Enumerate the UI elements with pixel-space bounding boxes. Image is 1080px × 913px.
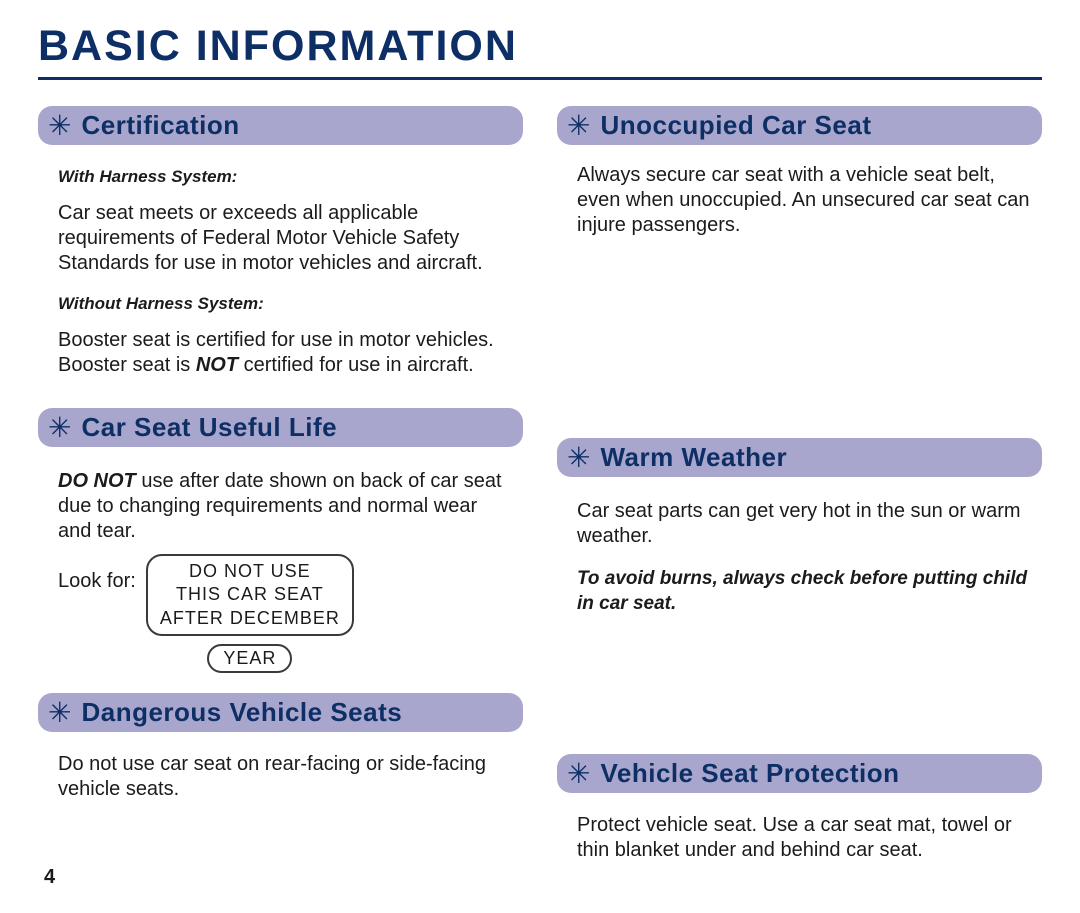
left-column: ✳ Certification With Harness System: Car… [38,106,523,863]
not-emphasis: NOT [196,354,238,376]
page-title: BASIC INFORMATION [38,22,1042,80]
warm-warning: To avoid burns, always check before putt… [557,549,1042,616]
lookfor-label: Look for: [58,554,136,593]
asterisk-icon: ✳ [48,112,71,140]
unoccupied-header: ✳ Unoccupied Car Seat [557,106,1042,145]
right-column: ✳ Unoccupied Car Seat Always secure car … [557,106,1042,863]
donot-emphasis: DO NOT [58,470,136,492]
warm-title: Warm Weather [600,442,787,473]
asterisk-icon: ✳ [48,699,71,727]
asterisk-icon: ✳ [48,414,71,442]
unoccupied-text: Always secure car seat with a vehicle se… [557,145,1042,238]
dangerous-title: Dangerous Vehicle Seats [81,697,402,728]
useful-life-title: Car Seat Useful Life [81,412,337,443]
without-harness-label: Without Harness System: [38,276,523,318]
stamp-line3: AFTER DECEMBER [160,607,340,630]
useful-life-text: DO NOT use after date shown on back of c… [38,447,523,544]
certification-title: Certification [81,110,239,141]
stamp-line2: THIS CAR SEAT [160,583,340,606]
unoccupied-title: Unoccupied Car Seat [600,110,871,141]
useful-life-header: ✳ Car Seat Useful Life [38,408,523,447]
expiry-stamp: DO NOT USE THIS CAR SEAT AFTER DECEMBER [146,554,354,636]
protection-text: Protect vehicle seat. Use a car seat mat… [557,793,1042,863]
dangerous-header: ✳ Dangerous Vehicle Seats [38,693,523,732]
without-harness-text: Booster seat is certified for use in mot… [38,318,523,378]
without-text-b: certified for use in aircraft. [238,354,474,376]
with-harness-label: With Harness System: [38,145,523,191]
year-stamp: YEAR [207,644,292,673]
stamp-line1: DO NOT USE [160,560,340,583]
dangerous-text: Do not use car seat on rear-facing or si… [38,732,523,802]
warm-text: Car seat parts can get very hot in the s… [557,477,1042,549]
protection-header: ✳ Vehicle Seat Protection [557,754,1042,793]
warm-header: ✳ Warm Weather [557,438,1042,477]
two-column-layout: ✳ Certification With Harness System: Car… [38,106,1042,863]
stamp-stack: DO NOT USE THIS CAR SEAT AFTER DECEMBER … [146,554,354,673]
asterisk-icon: ✳ [567,112,590,140]
page-number: 4 [44,866,55,889]
with-harness-text: Car seat meets or exceeds all applicable… [38,191,523,276]
lookfor-row: Look for: DO NOT USE THIS CAR SEAT AFTER… [38,544,523,673]
protection-title: Vehicle Seat Protection [600,758,899,789]
certification-header: ✳ Certification [38,106,523,145]
asterisk-icon: ✳ [567,444,590,472]
asterisk-icon: ✳ [567,760,590,788]
